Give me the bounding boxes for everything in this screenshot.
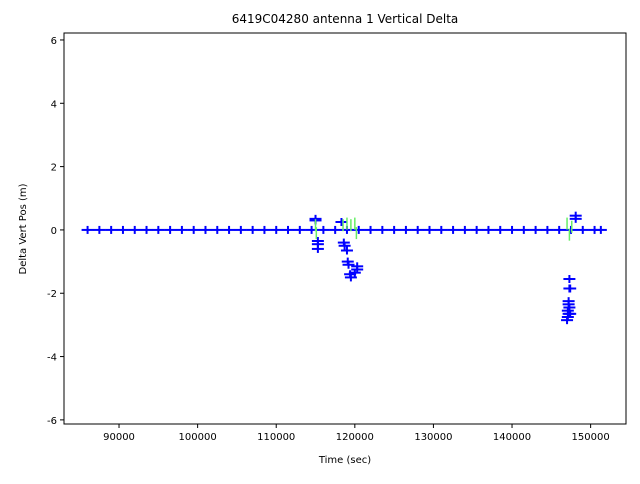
point (529, 225, 542, 234)
point (164, 225, 177, 234)
x-tick-label: 150000 (572, 432, 610, 443)
point (564, 284, 577, 293)
point (187, 225, 200, 234)
point (258, 225, 271, 234)
point (344, 273, 357, 282)
point (351, 262, 364, 271)
point (270, 225, 283, 234)
y-tick-label: 0 (51, 226, 57, 237)
point (317, 225, 330, 234)
point (576, 225, 589, 234)
point (411, 225, 424, 234)
y-axis-label: Delta Vert Pos (m) (18, 183, 29, 274)
point (423, 225, 436, 234)
y-tick-label: 4 (51, 99, 57, 110)
point (517, 225, 530, 234)
point (81, 225, 94, 234)
y-tick-label: 6 (51, 36, 57, 47)
point (352, 225, 365, 234)
x-tick-label: 90000 (103, 432, 135, 443)
point (93, 225, 106, 234)
point (376, 225, 389, 234)
point (364, 225, 377, 234)
point (569, 214, 582, 223)
point (175, 225, 188, 234)
point (388, 225, 401, 234)
point (105, 225, 118, 234)
point (340, 246, 353, 255)
point (563, 274, 576, 283)
point (246, 225, 259, 234)
point (234, 225, 247, 234)
point (282, 225, 295, 234)
point (211, 225, 224, 234)
point (553, 225, 566, 234)
point (342, 260, 355, 269)
point (494, 225, 507, 234)
plot-area: 90000 100000 110000 120000 130000 140000 15000… (47, 36, 610, 443)
x-tick-label: 120000 (336, 432, 374, 443)
point (199, 225, 212, 234)
point (564, 225, 577, 234)
point (293, 225, 306, 234)
point (116, 225, 129, 234)
point (140, 225, 153, 234)
axes-frame (63, 32, 627, 425)
point (470, 225, 483, 234)
point (311, 244, 324, 253)
point (399, 225, 412, 234)
point (335, 218, 348, 227)
point (447, 225, 460, 234)
x-tick-label: 110000 (257, 432, 295, 443)
chart-title: 6419C04280 antenna 1 Vertical Delta (232, 12, 459, 26)
point (458, 225, 471, 234)
x-tick-label: 140000 (493, 432, 531, 443)
point (506, 225, 519, 234)
y-tick-label: -4 (47, 353, 57, 364)
y-tick-label: 2 (51, 163, 57, 174)
point (152, 225, 165, 234)
y-tick-label: -6 (47, 416, 57, 427)
x-tick-label: 130000 (414, 432, 452, 443)
point (223, 225, 236, 234)
point (338, 241, 351, 250)
point (541, 225, 554, 234)
point (561, 316, 574, 325)
y-tick-label: -2 (47, 289, 57, 300)
point (329, 225, 342, 234)
point (594, 225, 607, 234)
x-axis-label: Time (sec) (318, 455, 371, 466)
x-tick-label: 100000 (179, 432, 217, 443)
point (435, 225, 448, 234)
point (482, 225, 495, 234)
point (128, 225, 141, 234)
